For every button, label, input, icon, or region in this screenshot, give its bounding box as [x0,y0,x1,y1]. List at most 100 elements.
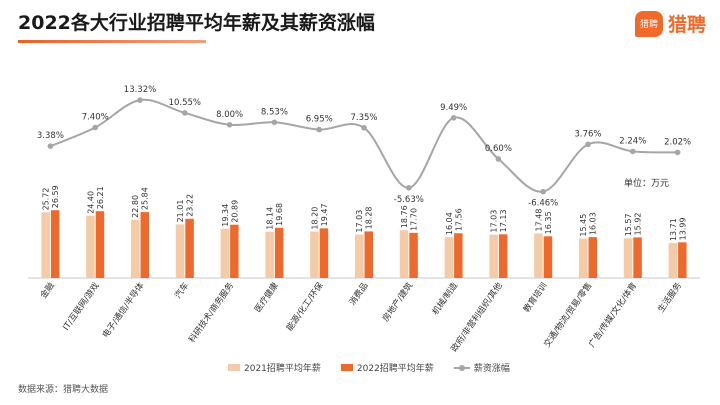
logo-text: 猎聘 [667,14,706,36]
bar-2022 [543,236,553,278]
bar-2021 [131,219,140,278]
bar-2022 [633,237,642,278]
growth-label: 13.32% [124,85,156,95]
growth-point [361,124,367,131]
category-label: 消费品 [347,280,371,307]
bar-2021 [220,228,230,278]
bar-2021 [489,234,498,278]
bar-2021 [534,233,543,278]
growth-label: 2.02% [664,137,691,147]
bar-label-2021: 21.01 [176,200,185,223]
bar-2022 [364,231,373,278]
growth-point [630,148,636,155]
category-label: 房地产/建筑 [380,280,415,324]
bar-2022 [230,224,239,278]
bar-2021 [668,243,678,278]
growth-point [540,188,546,195]
growth-label: 0.60% [485,144,512,154]
bar-label-2022: 15.92 [634,212,643,235]
bar-label-2021: 18.76 [400,205,409,228]
legend-swatch-growth [453,364,470,371]
category-label: 金融 [38,280,57,301]
bar-label-2022: 25.84 [141,187,150,210]
legend-swatch-2022 [340,364,353,371]
bar-label-2022: 19.47 [320,203,329,226]
title-underline [18,40,206,43]
category-label: 生活服务 [656,280,685,315]
bar-2022 [588,237,597,278]
legend-item-growth: 薪资涨幅 [453,361,510,374]
bar-label-2021: 24.40 [86,191,95,214]
category-label: 广告/传媒/文化/体育 [586,280,639,349]
liepin-logo: 猎聘 猎聘 [634,10,706,37]
bar-2021 [265,231,274,278]
growth-label: 9.49% [440,103,467,113]
bar-label-2021: 18.20 [310,207,319,230]
category-label: 政府/非营利组织/其他 [449,280,505,354]
legend-label-growth: 薪资涨幅 [473,364,510,374]
legend-swatch-2021 [228,364,240,371]
bar-2022 [498,234,508,278]
bar-label-2022: 23.22 [186,194,195,217]
bar-2021 [175,224,185,278]
growth-label: 7.40% [82,113,109,123]
growth-point [674,149,681,156]
page-title: 2022各大行业招聘平均年薪及其薪资涨幅 [18,12,375,34]
growth-point [450,115,457,121]
bar-label-2022: 26.21 [96,186,105,209]
bar-label-2022: 26.59 [51,185,60,208]
bar-label-2022: 13.99 [678,217,687,240]
category-label: 能源/化工/环保 [284,280,326,333]
growth-label: -6.46% [528,199,558,209]
category-label: 医疗健康 [252,280,281,315]
bar-label-2022: 19.68 [275,203,284,226]
category-label: 机械/制造 [430,280,460,317]
growth-point [47,143,54,149]
bar-label-2021: 19.34 [221,204,230,227]
bar-2021 [579,238,588,278]
bar-label-2021: 15.57 [624,213,633,236]
bar-2021 [41,212,50,278]
bar-2021 [86,215,95,278]
growth-label: -5.63% [394,195,424,205]
bar-2022 [319,228,329,278]
bar-label-2022: 17.70 [410,208,419,231]
growth-point [585,141,591,148]
bar-label-2021: 17.48 [534,209,543,232]
growth-line [50,98,678,193]
category-label: 电子/通信/半导体 [100,280,147,340]
bar-2022 [274,227,284,278]
bar-label-2021: 17.03 [355,210,364,233]
bar-label-2022: 17.13 [499,209,508,232]
bar-label-2021: 15.45 [579,214,588,237]
bar-label-2021: 13.71 [669,218,678,241]
bar-2021 [355,234,364,278]
growth-label: 8.53% [261,107,288,117]
growth-label: 10.55% [169,98,201,108]
growth-point [316,126,323,133]
growth-point [406,184,412,191]
bar-2021 [399,230,409,278]
legend-item-2022: 2022招聘平均年薪 [340,361,434,374]
growth-label: 2.24% [619,136,646,146]
growth-label: 7.35% [350,113,377,123]
growth-point [495,156,502,162]
growth-point [226,121,233,128]
growth-point [182,110,188,116]
bar-label-2021: 22.80 [131,195,140,218]
bar-label-2021: 25.72 [42,188,51,211]
growth-point [271,119,278,126]
logo-badge-icon: 猎聘 [634,10,663,37]
growth-label: 3.38% [37,131,64,141]
bar-2021 [444,237,454,278]
growth-label: 8.00% [216,110,243,120]
bar-2022 [140,212,149,278]
chart-legend: 2021招聘平均年薪 2022招聘平均年薪 薪资涨幅 [228,361,510,374]
bar-2022 [409,232,418,278]
growth-point [92,124,98,131]
bar-2021 [623,238,633,278]
category-label: 教育培训 [521,280,550,314]
bar-label-2022: 18.28 [365,206,374,229]
bar-2021 [310,231,319,278]
